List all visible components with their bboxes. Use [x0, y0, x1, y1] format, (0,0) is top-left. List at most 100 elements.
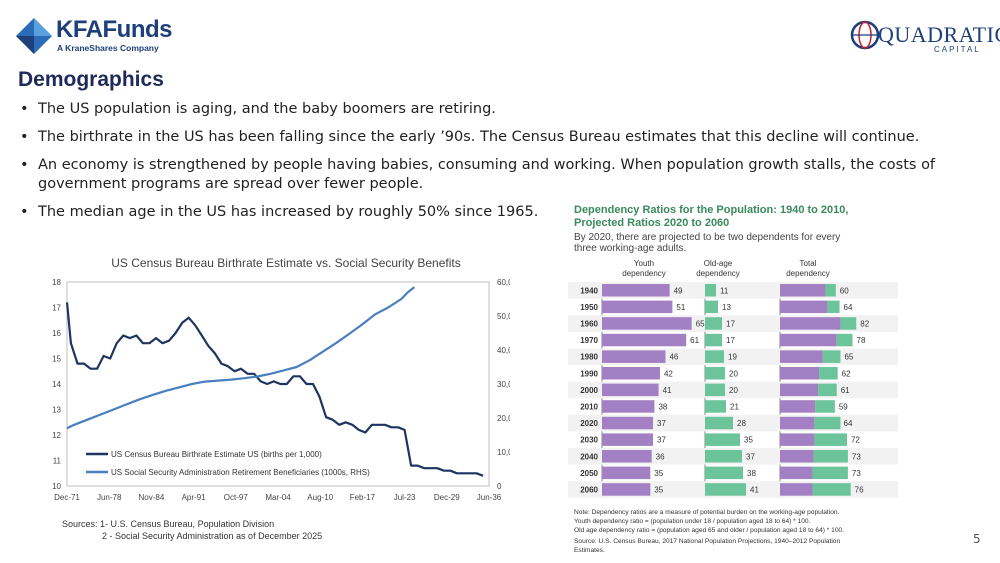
- old-age-bar: [705, 433, 740, 446]
- y-left-tick-label: 13: [52, 406, 61, 415]
- column-header: dependency: [622, 269, 666, 278]
- total-value-label: 78: [857, 336, 866, 345]
- total-value-label: 64: [844, 303, 853, 312]
- bullet-item: The US population is aging, and the baby…: [18, 100, 978, 119]
- youth-bar: [602, 416, 654, 430]
- youth-value-label: 41: [663, 386, 672, 395]
- total-value-label: 73: [852, 452, 861, 461]
- youth-value-label: 42: [664, 369, 673, 378]
- y-right-tick-label: 0: [497, 482, 502, 491]
- year-label: 2000: [580, 386, 598, 395]
- old-age-bar: [705, 383, 725, 397]
- total-youth-segment: [780, 333, 837, 347]
- year-label: 2050: [580, 469, 598, 478]
- total-value-label: 82: [860, 319, 869, 328]
- dependency-chart-title: Dependency Ratios for the Population: 19…: [574, 204, 848, 230]
- y-left-tick-label: 11: [53, 457, 62, 466]
- y-left-tick-label: 14: [52, 380, 61, 389]
- youth-value-label: 37: [657, 436, 666, 445]
- old-age-bar: [705, 367, 725, 380]
- bullet-list: The US population is aging, and the baby…: [18, 100, 978, 231]
- birthrate-series-line: [65, 302, 484, 477]
- x-tick-label: Dec-29: [434, 493, 460, 502]
- youth-value-label: 49: [674, 286, 683, 295]
- dependency-note-line: Youth dependency ratio = (population und…: [574, 518, 811, 525]
- total-youth-segment: [780, 450, 814, 463]
- total-value-label: 59: [839, 402, 848, 411]
- dependency-bar-chart: YouthdependencyOld-agedependencyTotaldep…: [568, 259, 898, 554]
- year-label: 2020: [580, 419, 598, 428]
- y-left-tick-label: 12: [52, 431, 61, 440]
- sources-note: Sources: 1- U.S. Census Bureau, Populati…: [62, 518, 322, 542]
- y-left-tick-label: 16: [52, 329, 61, 338]
- y-right-tick-label: 40,000: [497, 346, 510, 355]
- quadratic-capital-logo: QUADRATIC CAPITAL: [848, 16, 1000, 56]
- y-right-tick-label: 60,000: [497, 278, 510, 287]
- kfa-brand-tagline: A KraneShares Company: [57, 43, 159, 53]
- total-value-label: 62: [842, 369, 851, 378]
- x-tick-label: Aug-10: [307, 493, 333, 502]
- total-old-age-segment: [815, 400, 835, 413]
- x-tick-label: Mar-04: [265, 493, 291, 502]
- social-security-series-line: [66, 286, 416, 430]
- total-youth-segment: [780, 367, 820, 380]
- y-left-tick-label: 10: [52, 482, 61, 491]
- old-age-value-label: 13: [722, 303, 731, 312]
- quadratic-brand-sub: CAPITAL: [934, 45, 981, 54]
- dependency-subtitle-line-2: three working-age adults.: [574, 243, 687, 254]
- total-old-age-segment: [818, 383, 837, 397]
- total-value-label: 65: [844, 353, 853, 362]
- chart-title: US Census Bureau Birthrate Estimate vs. …: [111, 256, 460, 270]
- youth-bar: [602, 350, 666, 363]
- total-old-age-segment: [836, 333, 853, 347]
- y-right-tick-label: 20,000: [497, 414, 510, 423]
- total-old-age-segment: [814, 416, 841, 430]
- youth-value-label: 37: [657, 419, 666, 428]
- youth-bar: [602, 433, 654, 446]
- dependency-note-line: Old age dependency ratio = (population a…: [574, 527, 844, 534]
- total-youth-segment: [780, 400, 816, 413]
- youth-value-label: 35: [654, 485, 663, 494]
- year-label: 2040: [580, 452, 598, 461]
- old-age-value-label: 20: [729, 369, 738, 378]
- kfa-diamond-icon: [16, 18, 52, 54]
- year-label: 1970: [580, 336, 598, 345]
- chart-plot-area: [66, 281, 490, 487]
- youth-value-label: 51: [676, 303, 685, 312]
- total-old-age-segment: [812, 483, 851, 496]
- old-age-bar: [705, 450, 742, 463]
- column-header: dependency: [786, 269, 830, 278]
- column-header: Youth: [634, 259, 654, 268]
- old-age-value-label: 11: [720, 286, 729, 295]
- old-age-bar: [705, 284, 716, 297]
- youth-bar: [602, 317, 692, 330]
- youth-bar: [602, 300, 673, 314]
- old-age-value-label: 21: [730, 402, 739, 411]
- youth-bar: [602, 333, 687, 347]
- youth-value-label: 65: [696, 319, 705, 328]
- total-youth-segment: [780, 383, 819, 397]
- total-old-age-segment: [827, 300, 840, 314]
- total-value-label: 60: [840, 286, 849, 295]
- bullet-item: An economy is strengthened by people hav…: [18, 156, 978, 194]
- total-value-label: 73: [852, 469, 861, 478]
- chart-legend: US Census Bureau Birthrate Estimate US (…: [86, 450, 370, 477]
- total-youth-segment: [780, 433, 815, 446]
- total-old-age-segment: [814, 433, 847, 446]
- dependency-note-line: Estimates.: [574, 547, 605, 554]
- total-value-label: 76: [855, 485, 864, 494]
- year-label: 2060: [580, 485, 598, 494]
- quadratic-brand-name: QUADRATIC: [878, 22, 1000, 47]
- youth-value-label: 46: [669, 353, 678, 362]
- old-age-bar: [705, 416, 733, 430]
- x-tick-label: Jun-36: [477, 493, 502, 502]
- youth-bar: [602, 466, 651, 480]
- old-age-bar: [705, 400, 726, 413]
- old-age-value-label: 17: [726, 336, 735, 345]
- youth-bar: [602, 367, 660, 380]
- total-youth-segment: [780, 350, 823, 363]
- legend-label-social-security: US Social Security Administration Retire…: [111, 468, 370, 477]
- total-youth-segment: [780, 416, 815, 430]
- source-line-1: Sources: 1- U.S. Census Bureau, Populati…: [62, 519, 275, 529]
- youth-value-label: 61: [690, 336, 699, 345]
